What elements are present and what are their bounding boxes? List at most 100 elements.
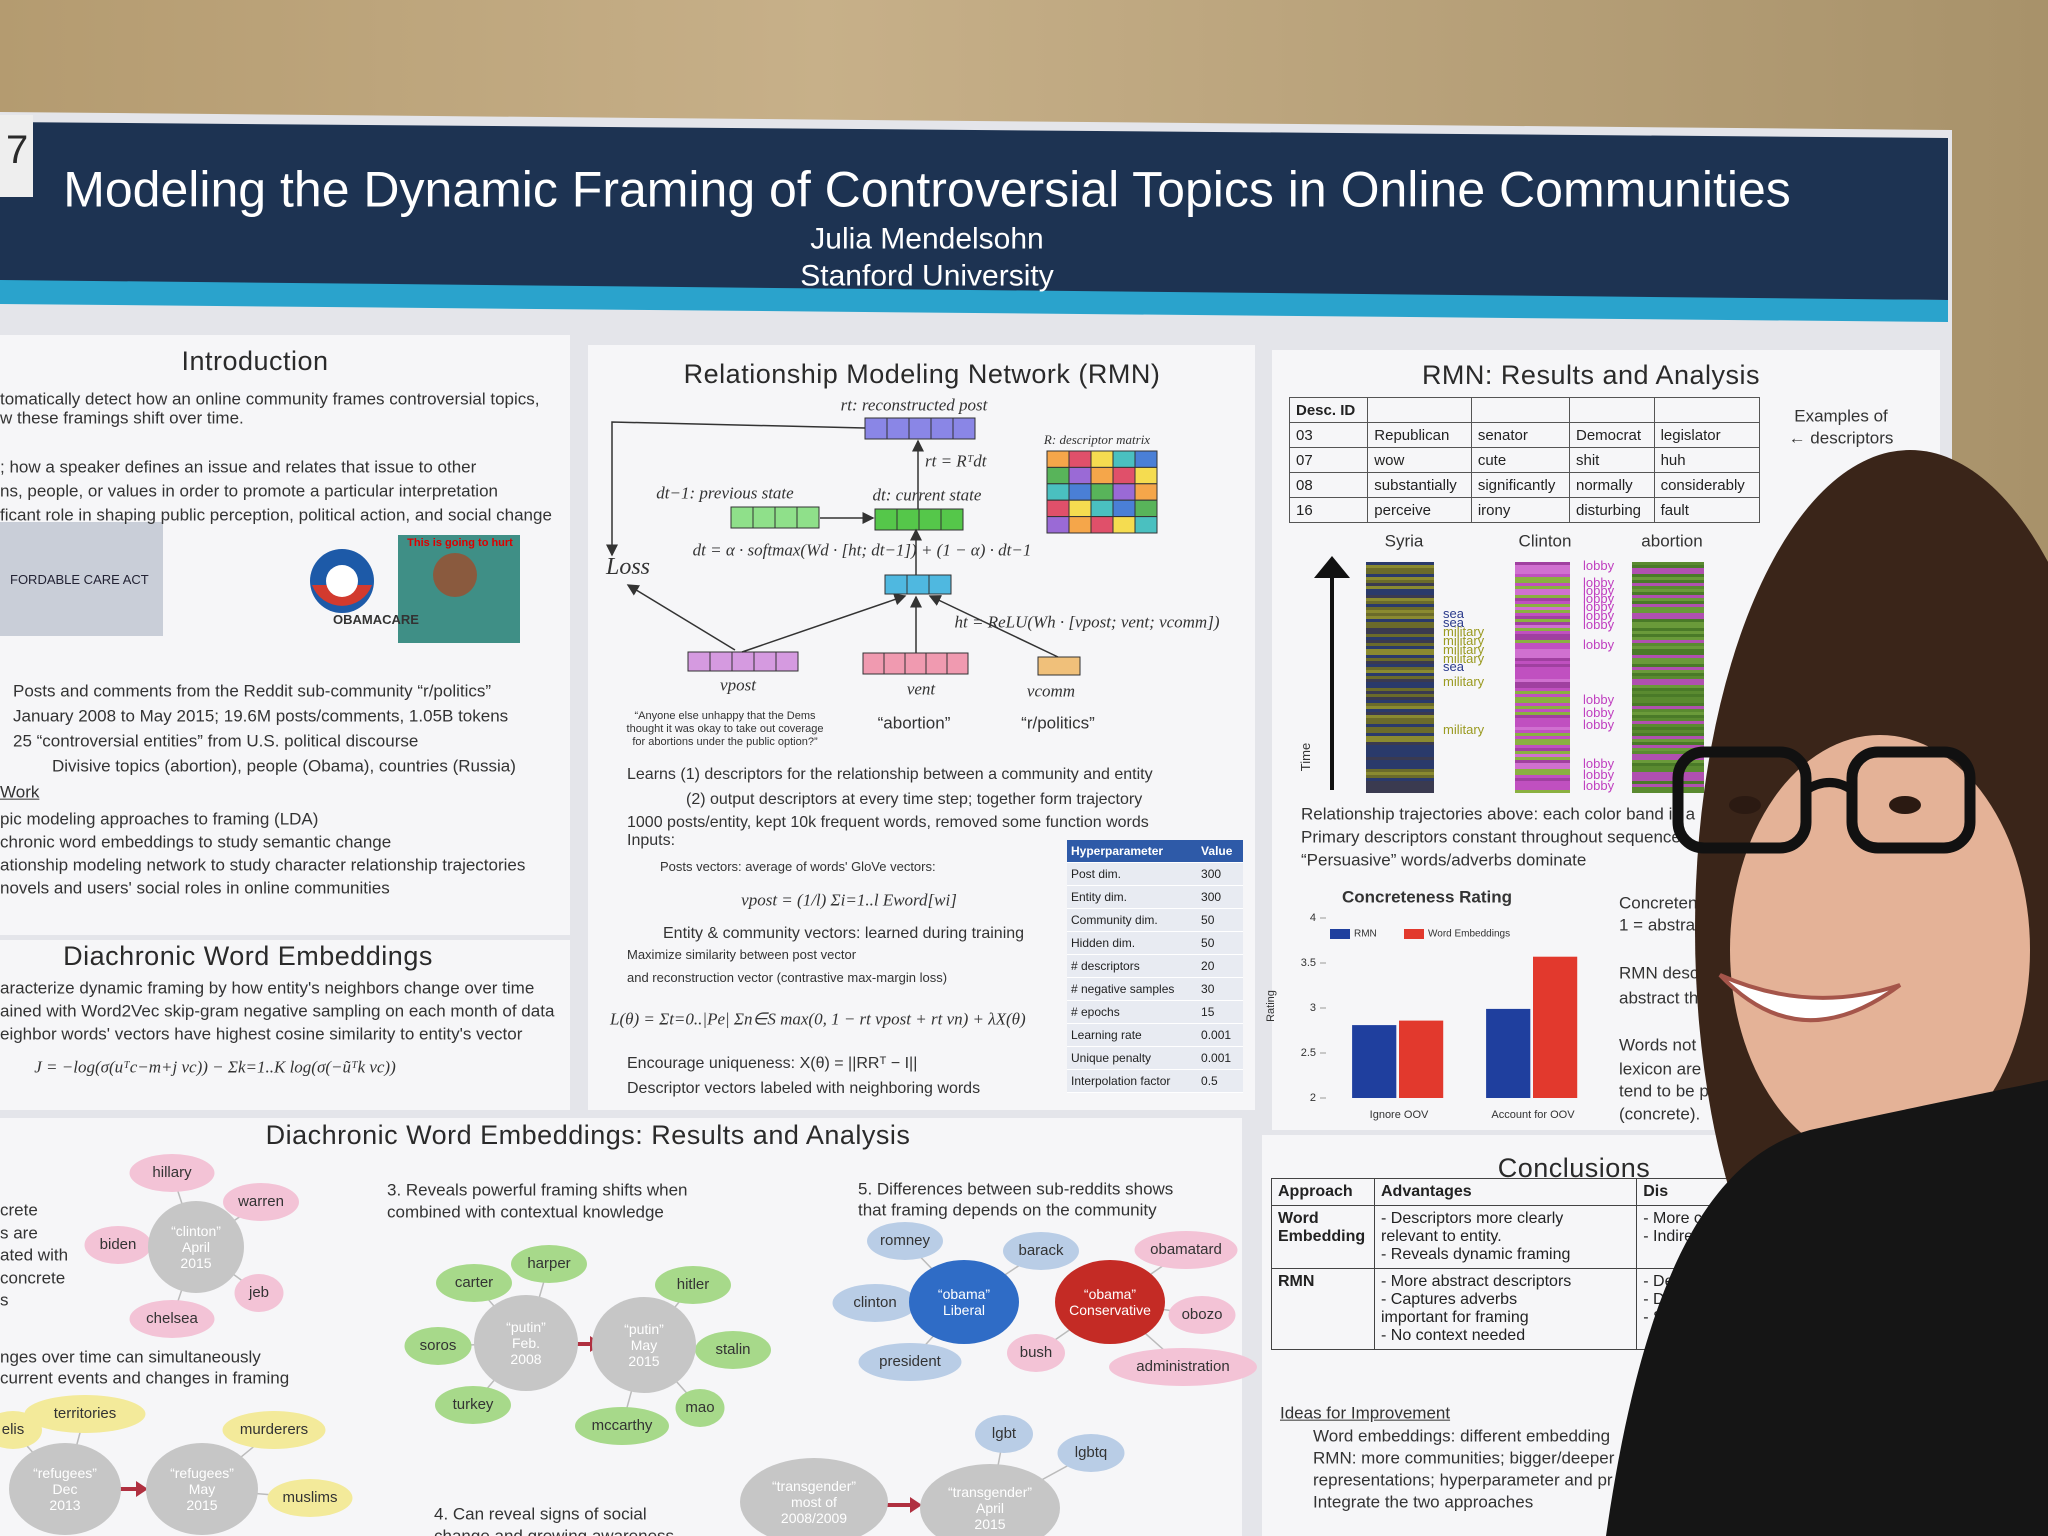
neighbor-node: [675, 1389, 725, 1427]
node-label: “obama”: [1083, 1285, 1137, 1302]
band-label: sea: [1443, 614, 1464, 630]
text-line: chronic word embeddings to study semanti…: [0, 832, 392, 852]
neighbor-node: [1007, 1334, 1065, 1372]
legend-label: RMN: [1354, 928, 1377, 940]
bullet-text: Encourage uniqueness: X(θ) = ||RRᵀ − I||: [627, 1055, 918, 1073]
node-label: “transgender”: [947, 1483, 1033, 1500]
bullet-text: Integrate the two approaches: [1313, 1492, 1534, 1512]
glasses-bridge: [1803, 778, 1855, 794]
neighbor-node: [575, 1407, 669, 1445]
trajectory-band: [1515, 784, 1570, 787]
arrow: [928, 595, 1059, 658]
bullet-text: (2) output descriptors at every time ste…: [686, 791, 1143, 809]
band-label: lobby: [1583, 598, 1615, 614]
table-cell: 30: [1197, 977, 1243, 1001]
table-cell: # descriptors: [1067, 954, 1198, 978]
node-label: hillary: [152, 1163, 192, 1181]
trajectory-band: [1632, 739, 1704, 742]
trajectory-band: [1366, 631, 1434, 634]
trajectory-band: [1515, 598, 1570, 601]
trajectory-band: [1366, 763, 1434, 766]
text-line: combined with contextual knowledge: [387, 1202, 664, 1222]
cell-line: - No context needed: [1381, 1327, 1526, 1344]
node-label: May: [188, 1480, 216, 1497]
shift-arrow: [136, 1481, 148, 1497]
table-cell: - Descriptors more clearly relevant to en…: [1373, 1205, 1638, 1269]
trajectory-band: [1515, 640, 1570, 643]
trajectory-band: [1515, 664, 1570, 667]
table-cell: [1367, 397, 1472, 423]
trajectory-band: [1366, 658, 1434, 661]
bullet-text: Relationship trajectories above: each co…: [1301, 804, 1696, 824]
smile: [1718, 973, 1902, 1023]
trajectory-band: [1632, 712, 1704, 715]
trajectory-band: [1632, 583, 1704, 586]
image-caption: This is going to hurt: [407, 536, 513, 549]
neighbor-node: [223, 1183, 299, 1221]
trajectory-band: [1515, 718, 1570, 721]
bullet-text: “Persuasive” words/adverbs dominate: [1301, 850, 1587, 870]
table-cell: 50: [1197, 908, 1243, 932]
node-label: 2008/2009: [780, 1509, 848, 1526]
side-note: ← descriptors: [1788, 428, 1894, 448]
trajectory-band: [1515, 721, 1570, 724]
center-node: [146, 1443, 258, 1535]
trajectory-band: [1632, 628, 1704, 631]
cell-line: - Descriptors more clearly: [1381, 1210, 1564, 1227]
band-label: lobby: [1583, 777, 1615, 793]
text-line: January 2008 to May 2015; 19.6M posts/co…: [13, 706, 509, 726]
arrow: [606, 421, 866, 557]
trajectory-band: [1515, 769, 1570, 772]
node-label: 2008: [510, 1350, 542, 1367]
arrow: [741, 593, 907, 653]
author: Julia Mendelsohn: [810, 222, 1044, 256]
bullet-text: Word embeddings: different embedding: [1313, 1426, 1611, 1446]
table-cell: Word Embedding: [1271, 1205, 1375, 1269]
trajectory-band: [1366, 778, 1434, 781]
trajectory-band: [1632, 598, 1704, 601]
trajectory-band: [1366, 742, 1434, 745]
table-cell: Community dim.: [1067, 908, 1198, 932]
aca-image: [0, 522, 163, 636]
node-label: April: [975, 1499, 1005, 1516]
vector-box: [1037, 656, 1081, 676]
side-note: (concrete).: [1619, 1104, 1701, 1124]
trajectory-band: [1515, 571, 1570, 574]
header-band: [0, 122, 1948, 300]
trajectory-band: [1366, 601, 1434, 604]
trajectory-band: [1632, 745, 1704, 748]
bullet-text: RMN: more communities; bigger/deeper: [1313, 1448, 1615, 1468]
trajectory-band: [1366, 694, 1434, 697]
table-cell: 0.001: [1197, 1046, 1243, 1070]
table-cell: 20: [1197, 954, 1243, 978]
trajectory-band: [1515, 706, 1570, 709]
trajectory-band: [1632, 751, 1704, 754]
trajectory-band: [1366, 634, 1434, 637]
table-cell: irony: [1470, 497, 1570, 523]
trajectory-band: [1632, 664, 1704, 667]
neighbor-node: [129, 1154, 215, 1192]
table-cell: Hyperparameter: [1067, 840, 1198, 863]
trajectory-band: [1515, 586, 1570, 589]
affiliation: Stanford University: [800, 259, 1054, 293]
formula: L(θ) = Σt=0..|Pe| Σn∈S max(0, 1 − rt vpo…: [610, 1009, 1026, 1029]
trajectory-band: [1515, 712, 1570, 715]
trajectory-band: [1632, 778, 1704, 781]
node-label: murderers: [239, 1420, 309, 1438]
trajectory-band: [1632, 670, 1704, 673]
time-arrow: [1314, 556, 1350, 578]
trajectory-band: [1632, 574, 1704, 577]
diagram-label: vent: [906, 679, 936, 699]
trajectory-band: [1632, 748, 1704, 751]
trajectory-band: [1632, 691, 1704, 694]
neighbor-node: [1134, 1231, 1238, 1269]
node-label: “clinton”: [171, 1222, 221, 1239]
trajectory-band: [1632, 760, 1704, 763]
trajectory-band: [1632, 607, 1704, 610]
formula: ht = ReLU(Wh · [vpost; vent; vcomm]): [954, 612, 1220, 632]
trajectory-band: [1515, 757, 1570, 760]
bullet-text: Posts vectors: average of words' GloVe v…: [660, 858, 936, 874]
glasses-left: [1672, 746, 1812, 854]
trajectory-band: [1515, 688, 1570, 691]
hyperparameter-table: Hyperparameter Value Post dim. 300 Entity di…: [1067, 840, 1243, 1093]
